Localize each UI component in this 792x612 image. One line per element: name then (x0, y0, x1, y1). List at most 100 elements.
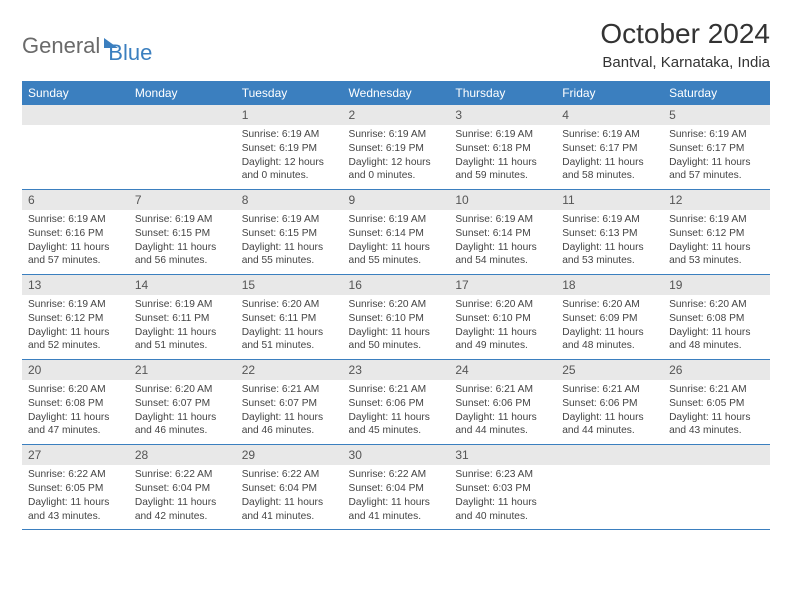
day-number: 5 (663, 105, 770, 125)
day-number: 4 (556, 105, 663, 125)
day-number: 22 (236, 360, 343, 380)
day-details: Sunrise: 6:23 AMSunset: 6:03 PMDaylight:… (449, 465, 556, 529)
sunrise-text: Sunrise: 6:19 AM (455, 213, 550, 227)
calendar-day-cell: 24Sunrise: 6:21 AMSunset: 6:06 PMDayligh… (449, 360, 556, 445)
calendar-day-cell (556, 445, 663, 530)
logo: General Blue (22, 18, 152, 66)
daylight-text: Daylight: 11 hours and 41 minutes. (349, 496, 444, 524)
calendar-day-cell (663, 445, 770, 530)
sunrise-text: Sunrise: 6:19 AM (562, 128, 657, 142)
daylight-text: Daylight: 11 hours and 51 minutes. (135, 326, 230, 354)
calendar-day-cell: 31Sunrise: 6:23 AMSunset: 6:03 PMDayligh… (449, 445, 556, 530)
sunset-text: Sunset: 6:16 PM (28, 227, 123, 241)
calendar-day-cell: 8Sunrise: 6:19 AMSunset: 6:15 PMDaylight… (236, 190, 343, 275)
sunrise-text: Sunrise: 6:22 AM (242, 468, 337, 482)
day-number: 24 (449, 360, 556, 380)
calendar-day-cell (22, 105, 129, 190)
day-number: 19 (663, 275, 770, 295)
day-details: Sunrise: 6:19 AMSunset: 6:14 PMDaylight:… (449, 210, 556, 274)
calendar-day-cell: 11Sunrise: 6:19 AMSunset: 6:13 PMDayligh… (556, 190, 663, 275)
daylight-text: Daylight: 11 hours and 50 minutes. (349, 326, 444, 354)
calendar-day-cell: 19Sunrise: 6:20 AMSunset: 6:08 PMDayligh… (663, 275, 770, 360)
day-number: 3 (449, 105, 556, 125)
calendar-week-row: 13Sunrise: 6:19 AMSunset: 6:12 PMDayligh… (22, 275, 770, 360)
day-number: 25 (556, 360, 663, 380)
sunrise-text: Sunrise: 6:21 AM (349, 383, 444, 397)
sunset-text: Sunset: 6:15 PM (135, 227, 230, 241)
calendar-day-cell: 13Sunrise: 6:19 AMSunset: 6:12 PMDayligh… (22, 275, 129, 360)
sunrise-text: Sunrise: 6:20 AM (28, 383, 123, 397)
sunset-text: Sunset: 6:03 PM (455, 482, 550, 496)
weekday-header: Monday (129, 81, 236, 105)
daylight-text: Daylight: 11 hours and 41 minutes. (242, 496, 337, 524)
sunset-text: Sunset: 6:06 PM (455, 397, 550, 411)
weekday-header: Saturday (663, 81, 770, 105)
daylight-text: Daylight: 11 hours and 45 minutes. (349, 411, 444, 439)
day-details: Sunrise: 6:20 AMSunset: 6:10 PMDaylight:… (449, 295, 556, 359)
day-number: 8 (236, 190, 343, 210)
day-number: 12 (663, 190, 770, 210)
daylight-text: Daylight: 11 hours and 51 minutes. (242, 326, 337, 354)
daylight-text: Daylight: 11 hours and 57 minutes. (28, 241, 123, 269)
daylight-text: Daylight: 11 hours and 53 minutes. (669, 241, 764, 269)
sunrise-text: Sunrise: 6:20 AM (242, 298, 337, 312)
sunset-text: Sunset: 6:07 PM (135, 397, 230, 411)
sunrise-text: Sunrise: 6:19 AM (455, 128, 550, 142)
daylight-text: Daylight: 11 hours and 43 minutes. (28, 496, 123, 524)
sunset-text: Sunset: 6:08 PM (28, 397, 123, 411)
daylight-text: Daylight: 11 hours and 47 minutes. (28, 411, 123, 439)
sunset-text: Sunset: 6:10 PM (349, 312, 444, 326)
day-number: 20 (22, 360, 129, 380)
sunrise-text: Sunrise: 6:21 AM (562, 383, 657, 397)
daylight-text: Daylight: 11 hours and 44 minutes. (455, 411, 550, 439)
day-number: 6 (22, 190, 129, 210)
day-number: 21 (129, 360, 236, 380)
calendar-week-row: 6Sunrise: 6:19 AMSunset: 6:16 PMDaylight… (22, 190, 770, 275)
day-number: 17 (449, 275, 556, 295)
weekday-header: Thursday (449, 81, 556, 105)
day-number: 31 (449, 445, 556, 465)
sunrise-text: Sunrise: 6:19 AM (349, 213, 444, 227)
location-subtitle: Bantval, Karnataka, India (600, 54, 770, 71)
day-details: Sunrise: 6:20 AMSunset: 6:10 PMDaylight:… (343, 295, 450, 359)
day-details: Sunrise: 6:19 AMSunset: 6:14 PMDaylight:… (343, 210, 450, 274)
day-number: 18 (556, 275, 663, 295)
sunset-text: Sunset: 6:05 PM (669, 397, 764, 411)
weekday-header: Sunday (22, 81, 129, 105)
day-details: Sunrise: 6:21 AMSunset: 6:06 PMDaylight:… (449, 380, 556, 444)
daylight-text: Daylight: 12 hours and 0 minutes. (242, 156, 337, 184)
sunrise-text: Sunrise: 6:20 AM (135, 383, 230, 397)
sunset-text: Sunset: 6:13 PM (562, 227, 657, 241)
calendar-day-cell: 6Sunrise: 6:19 AMSunset: 6:16 PMDaylight… (22, 190, 129, 275)
day-details: Sunrise: 6:22 AMSunset: 6:04 PMDaylight:… (236, 465, 343, 529)
sunset-text: Sunset: 6:19 PM (349, 142, 444, 156)
sunrise-text: Sunrise: 6:21 AM (242, 383, 337, 397)
day-number: 14 (129, 275, 236, 295)
day-details: Sunrise: 6:19 AMSunset: 6:19 PMDaylight:… (343, 125, 450, 189)
calendar-day-cell: 3Sunrise: 6:19 AMSunset: 6:18 PMDaylight… (449, 105, 556, 190)
sunset-text: Sunset: 6:07 PM (242, 397, 337, 411)
daylight-text: Daylight: 11 hours and 46 minutes. (135, 411, 230, 439)
day-number (129, 105, 236, 125)
sunset-text: Sunset: 6:14 PM (349, 227, 444, 241)
daylight-text: Daylight: 11 hours and 49 minutes. (455, 326, 550, 354)
calendar-day-cell: 27Sunrise: 6:22 AMSunset: 6:05 PMDayligh… (22, 445, 129, 530)
sunrise-text: Sunrise: 6:23 AM (455, 468, 550, 482)
day-details: Sunrise: 6:20 AMSunset: 6:11 PMDaylight:… (236, 295, 343, 359)
calendar-day-cell: 10Sunrise: 6:19 AMSunset: 6:14 PMDayligh… (449, 190, 556, 275)
sunset-text: Sunset: 6:10 PM (455, 312, 550, 326)
sunset-text: Sunset: 6:18 PM (455, 142, 550, 156)
day-details: Sunrise: 6:21 AMSunset: 6:06 PMDaylight:… (343, 380, 450, 444)
sunset-text: Sunset: 6:04 PM (135, 482, 230, 496)
weekday-header: Tuesday (236, 81, 343, 105)
day-details: Sunrise: 6:20 AMSunset: 6:07 PMDaylight:… (129, 380, 236, 444)
day-details: Sunrise: 6:22 AMSunset: 6:05 PMDaylight:… (22, 465, 129, 529)
daylight-text: Daylight: 11 hours and 48 minutes. (669, 326, 764, 354)
day-number: 9 (343, 190, 450, 210)
calendar-day-cell: 7Sunrise: 6:19 AMSunset: 6:15 PMDaylight… (129, 190, 236, 275)
day-details: Sunrise: 6:21 AMSunset: 6:05 PMDaylight:… (663, 380, 770, 444)
calendar-day-cell: 26Sunrise: 6:21 AMSunset: 6:05 PMDayligh… (663, 360, 770, 445)
sunrise-text: Sunrise: 6:19 AM (562, 213, 657, 227)
day-number: 16 (343, 275, 450, 295)
daylight-text: Daylight: 11 hours and 58 minutes. (562, 156, 657, 184)
